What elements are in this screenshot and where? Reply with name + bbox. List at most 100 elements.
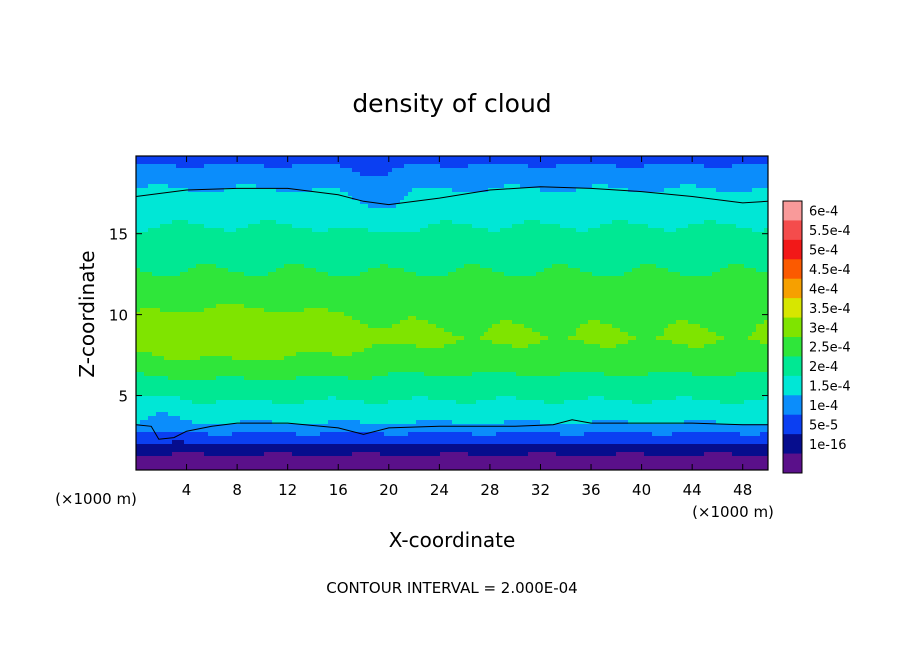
heatmap-cell — [252, 188, 257, 193]
heatmap-cell — [380, 252, 385, 257]
heatmap-cell — [396, 184, 401, 189]
heatmap-cell — [400, 252, 405, 257]
heatmap-cell — [272, 212, 277, 217]
heatmap-cell — [624, 268, 629, 273]
heatmap-cell — [476, 252, 481, 257]
heatmap-cell — [288, 240, 293, 245]
heatmap-cell — [760, 264, 765, 269]
heatmap-cell — [372, 208, 377, 213]
heatmap-cell — [352, 244, 357, 249]
heatmap-cell — [480, 236, 485, 241]
heatmap-cell — [204, 164, 209, 169]
heatmap-cell — [280, 228, 285, 233]
heatmap-cell — [552, 192, 557, 197]
heatmap-cell — [760, 168, 765, 173]
heatmap-cell — [228, 160, 233, 165]
heatmap-cell — [560, 216, 565, 221]
heatmap-cell — [172, 200, 177, 205]
heatmap-cell — [656, 208, 661, 213]
heatmap-cell — [580, 244, 585, 249]
heatmap-cell — [740, 168, 745, 173]
heatmap-cell — [176, 160, 181, 165]
heatmap-cell — [344, 224, 349, 229]
heatmap-cell — [756, 196, 761, 201]
heatmap-cell — [428, 208, 433, 213]
heatmap-cell — [276, 220, 281, 225]
heatmap-cell — [556, 212, 561, 217]
heatmap-cell — [308, 228, 313, 233]
heatmap-cell — [292, 164, 297, 169]
heatmap-cell — [268, 176, 273, 181]
heatmap-cell — [612, 224, 617, 229]
heatmap-cell — [760, 192, 765, 197]
heatmap-cell — [256, 168, 261, 173]
heatmap-cell — [428, 232, 433, 237]
heatmap-cell — [272, 208, 277, 213]
heatmap-cell — [676, 268, 681, 273]
heatmap-cell — [508, 184, 513, 189]
heatmap-cell — [252, 180, 257, 185]
heatmap-cell — [428, 168, 433, 173]
heatmap-cell — [528, 200, 533, 205]
heatmap-cell — [376, 236, 381, 241]
heatmap-cell — [596, 264, 601, 269]
heatmap-cell — [136, 192, 141, 197]
heatmap-cell — [188, 228, 193, 233]
heatmap-cell — [632, 216, 637, 221]
heatmap-cell — [196, 196, 201, 201]
heatmap-cell — [748, 236, 753, 241]
heatmap-cell — [440, 208, 445, 213]
heatmap-cell — [304, 160, 309, 165]
heatmap-cell — [656, 244, 661, 249]
heatmap-cell — [696, 196, 701, 201]
heatmap-cell — [760, 212, 765, 217]
heatmap-cell — [344, 240, 349, 245]
heatmap-cell — [340, 272, 345, 277]
heatmap-cell — [700, 256, 705, 261]
heatmap-cell — [552, 212, 557, 217]
heatmap-cell — [388, 172, 393, 177]
heatmap-cell — [608, 204, 613, 209]
heatmap-cell — [752, 240, 757, 245]
heatmap-cell — [284, 184, 289, 189]
heatmap-cell — [232, 256, 237, 261]
heatmap-cell — [276, 200, 281, 205]
heatmap-cell — [676, 260, 681, 265]
heatmap-cell — [340, 264, 345, 269]
heatmap-cell — [320, 176, 325, 181]
heatmap-cell — [380, 160, 385, 165]
heatmap-cell — [216, 188, 221, 193]
heatmap-cell — [196, 192, 201, 197]
heatmap-cell — [336, 160, 341, 165]
heatmap-cell — [160, 168, 165, 173]
heatmap-cell — [216, 156, 221, 161]
heatmap-cell — [520, 208, 525, 213]
heatmap-cell — [608, 216, 613, 221]
heatmap-cell — [216, 160, 221, 165]
heatmap-cell — [260, 244, 265, 249]
heatmap-cell — [244, 240, 249, 245]
heatmap-cell — [644, 264, 649, 269]
heatmap-cell — [512, 156, 517, 161]
heatmap-cell — [684, 256, 689, 261]
heatmap-cell — [316, 248, 321, 253]
heatmap-cell — [728, 232, 733, 237]
heatmap-cell — [456, 204, 461, 209]
heatmap-cell — [248, 252, 253, 257]
heatmap-cell — [520, 204, 525, 209]
heatmap-cell — [228, 184, 233, 189]
heatmap-cell — [388, 196, 393, 201]
heatmap-cell — [360, 200, 365, 205]
heatmap-cell — [224, 204, 229, 209]
heatmap-cell — [592, 248, 597, 253]
heatmap-cell — [600, 204, 605, 209]
heatmap-cell — [620, 180, 625, 185]
heatmap-cell — [324, 160, 329, 165]
heatmap-cell — [244, 272, 249, 277]
heatmap-cell — [208, 164, 213, 169]
heatmap-cell — [216, 224, 221, 229]
heatmap-cell — [236, 164, 241, 169]
heatmap-cell — [224, 256, 229, 261]
heatmap-cell — [428, 220, 433, 225]
heatmap-cell — [728, 200, 733, 205]
